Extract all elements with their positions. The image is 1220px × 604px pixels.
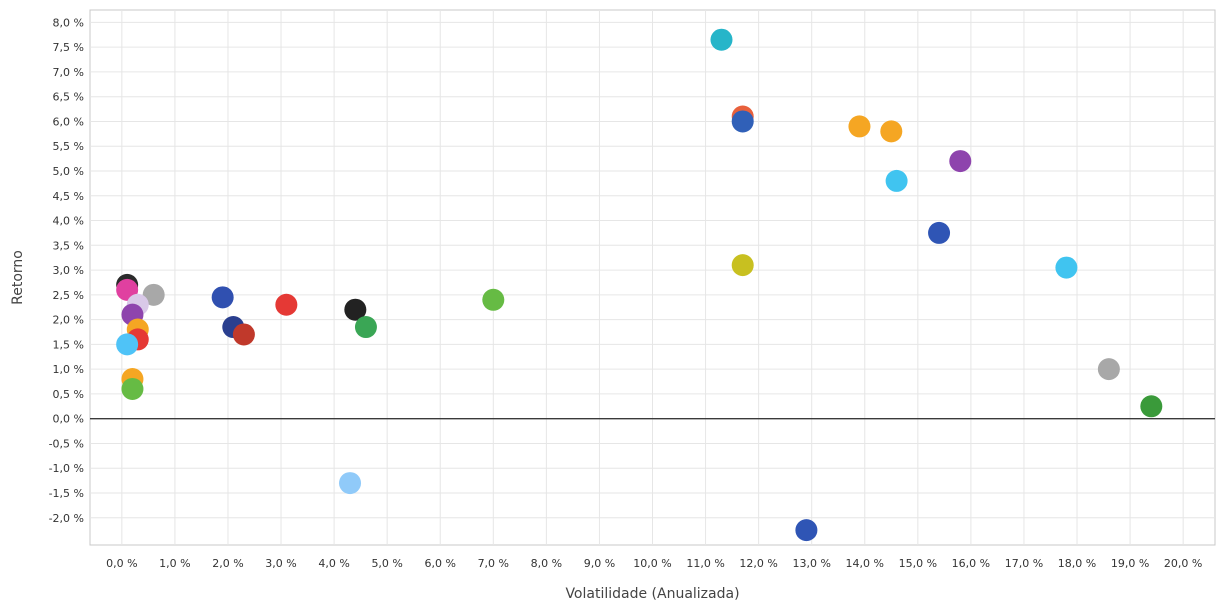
y-tick-label: 2,0 % — [53, 314, 84, 327]
x-tick-label: 11,0 % — [686, 557, 724, 570]
y-tick-label: 3,5 % — [53, 239, 84, 252]
y-tick-label: -1,5 % — [49, 487, 84, 500]
x-tick-label: 8,0 % — [531, 557, 562, 570]
y-tick-label: 4,0 % — [53, 215, 84, 228]
x-tick-label: 13,0 % — [792, 557, 830, 570]
x-tick-label: 18,0 % — [1058, 557, 1096, 570]
y-tick-label: 4,5 % — [53, 190, 84, 203]
y-axis-title: Retorno — [10, 250, 26, 305]
x-tick-label: 1,0 % — [159, 557, 190, 570]
data-point[interactable] — [731, 254, 754, 277]
x-tick-label: 5,0 % — [371, 557, 402, 570]
y-tick-label: 1,5 % — [53, 338, 84, 351]
data-point[interactable] — [731, 110, 754, 133]
x-tick-label: 0,0 % — [106, 557, 137, 570]
data-point[interactable] — [848, 115, 871, 138]
y-tick-label: 5,5 % — [53, 140, 84, 153]
y-tick-label: 2,5 % — [53, 289, 84, 302]
y-tick-label: -0,5 % — [49, 437, 84, 450]
data-point[interactable] — [482, 288, 505, 311]
data-point[interactable] — [1140, 395, 1163, 418]
data-point[interactable] — [121, 377, 144, 400]
x-axis-title: Volatilidade (Anualizada) — [565, 586, 739, 602]
data-point[interactable] — [354, 316, 377, 339]
y-axis-ticks: 8,0 % 7,5 % 7,0 % 6,5 % 6,0 % 5,5 % 5,0 % 4,5 %… — [49, 16, 84, 524]
x-tick-label: 12,0 % — [739, 557, 777, 570]
y-tick-label: 7,0 % — [53, 66, 84, 79]
x-tick-label: 19,0 % — [1111, 557, 1149, 570]
data-point[interactable] — [275, 293, 298, 316]
x-tick-label: 16,0 % — [952, 557, 990, 570]
data-point[interactable] — [1055, 256, 1078, 279]
y-tick-label: -1,0 % — [49, 462, 84, 475]
data-point[interactable] — [232, 323, 255, 346]
data-point[interactable] — [928, 221, 951, 244]
data-point[interactable] — [344, 298, 367, 321]
data-point[interactable] — [142, 283, 165, 306]
x-axis-ticks: 0,0 % 1,0 % 2,0 % 3,0 % 4,0 % 5,0 % 6,0 % 7,0 %… — [106, 557, 1202, 570]
y-tick-label: 0,0 % — [53, 413, 84, 426]
y-tick-label: 5,0 % — [53, 165, 84, 178]
x-tick-label: 7,0 % — [478, 557, 509, 570]
data-point[interactable] — [795, 519, 818, 542]
data-point[interactable] — [339, 472, 362, 495]
data-point[interactable] — [1097, 358, 1120, 381]
x-tick-label: 4,0 % — [318, 557, 349, 570]
x-tick-label: 10,0 % — [633, 557, 671, 570]
data-point[interactable] — [116, 333, 139, 356]
x-tick-label: 6,0 % — [425, 557, 456, 570]
y-tick-label: 6,0 % — [53, 115, 84, 128]
y-tick-label: 0,5 % — [53, 388, 84, 401]
data-point[interactable] — [710, 28, 733, 51]
data-point[interactable] — [211, 286, 234, 309]
x-tick-label: 9,0 % — [584, 557, 615, 570]
data-point[interactable] — [880, 120, 903, 143]
x-tick-label: 15,0 % — [899, 557, 937, 570]
data-point[interactable] — [949, 150, 972, 173]
grid — [90, 10, 1215, 545]
y-tick-label: 3,0 % — [53, 264, 84, 277]
x-tick-label: 14,0 % — [846, 557, 884, 570]
y-tick-label: -2,0 % — [49, 512, 84, 525]
y-tick-label: 7,5 % — [53, 41, 84, 54]
x-tick-label: 3,0 % — [265, 557, 296, 570]
x-tick-label: 17,0 % — [1005, 557, 1043, 570]
y-tick-label: 8,0 % — [53, 16, 84, 29]
y-tick-label: 1,0 % — [53, 363, 84, 376]
x-tick-label: 20,0 % — [1164, 557, 1202, 570]
data-point[interactable] — [885, 169, 908, 192]
y-tick-label: 6,5 % — [53, 91, 84, 104]
x-tick-label: 2,0 % — [212, 557, 243, 570]
data-points — [116, 28, 1163, 542]
